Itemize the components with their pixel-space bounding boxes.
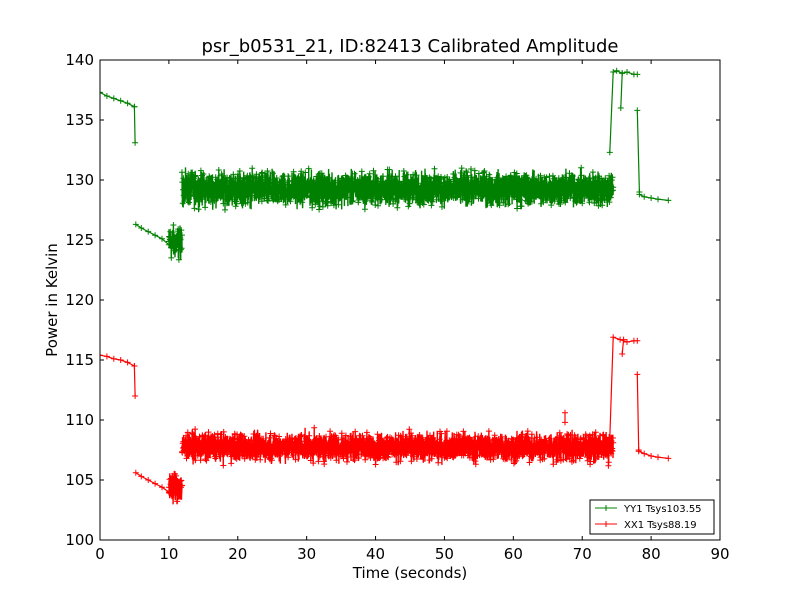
y-tick-label: 135 [65,111,94,129]
series-markers [131,103,139,146]
series-line [135,223,170,246]
y-tick-label: 105 [65,471,94,489]
legend-marker-xx1 [603,521,609,527]
series-markers [619,336,627,357]
legend-marker-yy1 [603,505,609,511]
series-markers [617,70,626,111]
y-axis-label: Power in Kelvin [43,243,61,357]
series-line [636,110,640,193]
series-line [133,106,136,143]
y-tick-label: 115 [65,351,94,369]
series-markers [562,409,568,426]
ticks-group: 0 10 20 30 40 50 60 70 80 90 100 105 110 115 120 125 130… [65,51,729,563]
x-tick-label: 80 [642,545,661,563]
y-tick-label: 130 [65,171,94,189]
series-line [636,374,640,451]
series-markers [634,371,642,453]
x-tick-label: 10 [159,545,178,563]
legend-box [589,499,715,535]
series-markers [635,448,672,462]
x-tick-label: 0 [95,545,105,563]
series-line [133,365,136,397]
plot-area [99,59,721,541]
series-markers [131,363,139,399]
x-tick-label: 90 [710,545,729,563]
y-tick-label: 100 [65,531,94,549]
x-tick-label: 40 [366,545,385,563]
series-markers [634,107,643,195]
series-yy1 [100,67,672,263]
x-tick-label: 70 [573,545,592,563]
y-tick-label: 110 [65,411,94,429]
y-tick-label: 120 [65,291,94,309]
legend-label-xx1: XX1 Tsys88.19 [624,520,697,531]
x-tick-label: 60 [504,545,523,563]
series-group [100,67,672,505]
series-markers [606,334,641,441]
series-xx1 [100,334,672,505]
legend-label-yy1: YY1 Tsys103.55 [623,504,702,515]
y-tick-label: 140 [65,51,94,69]
chart-title: psr_b0531_21, ID:82413 Calibrated Amplit… [202,36,619,57]
x-tick-label: 30 [297,545,316,563]
series-markers [165,470,185,505]
y-tick-label: 125 [65,231,94,249]
series-markers [179,164,617,213]
series-line [620,73,623,109]
legend: YY1 Tsys103.55 XX1 Tsys88.19 [589,499,715,535]
series-markers [165,222,185,263]
series-markers [179,424,617,469]
x-axis-label: Time (seconds) [352,564,468,582]
series-markers [636,191,672,204]
series-line [135,472,170,493]
series-line [100,91,135,108]
x-tick-label: 50 [435,545,454,563]
x-tick-label: 20 [228,545,247,563]
